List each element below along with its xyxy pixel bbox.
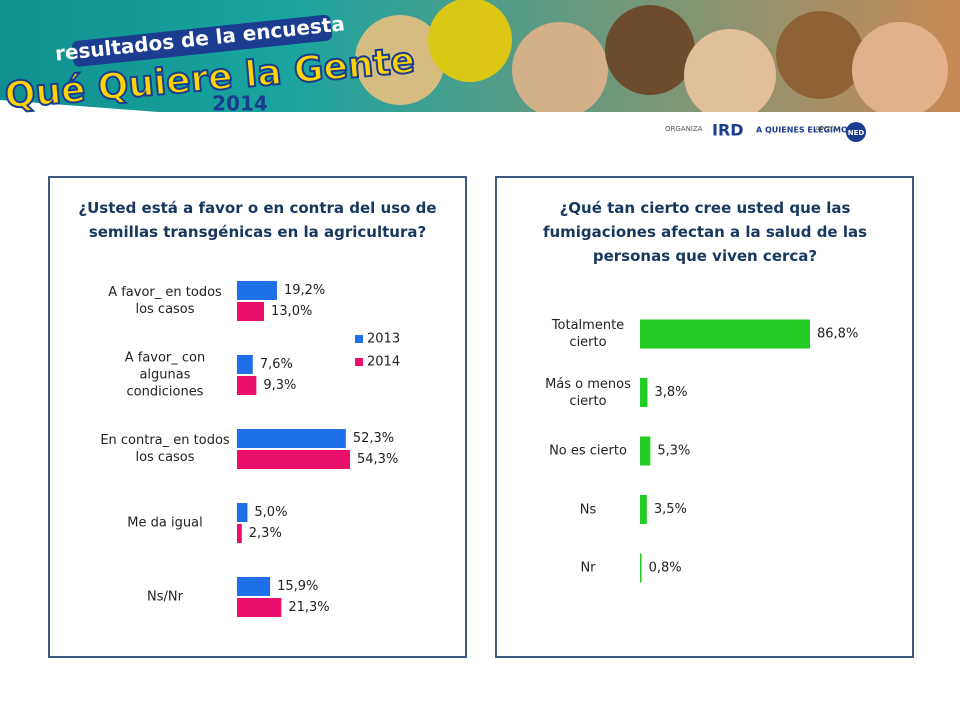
value-label: 52,3% — [353, 431, 394, 446]
apoya-label: APOYA — [815, 125, 838, 133]
bar — [237, 577, 271, 596]
organiza-label: ORGANIZA — [665, 125, 703, 133]
value-label: 13,0% — [271, 304, 312, 319]
category-label: Ns/Nr — [147, 589, 183, 605]
value-label: 54,3% — [357, 452, 398, 467]
legend-swatch — [355, 335, 363, 343]
org-logo-2: A QUIENES ELEGIMOS — [756, 126, 854, 135]
bar — [640, 495, 647, 524]
category-label: No es cierto — [549, 443, 627, 459]
value-label: 0,8% — [649, 561, 682, 576]
value-label: 7,6% — [260, 357, 293, 372]
panel — [48, 176, 467, 658]
legend-label: 2013 — [367, 332, 400, 347]
category-label: A favor_ en todos los casos — [108, 285, 222, 317]
bar — [237, 429, 346, 448]
bar — [237, 524, 242, 543]
bar — [640, 319, 810, 349]
crowd — [355, 0, 948, 121]
value-label: 3,5% — [654, 502, 687, 517]
bar — [237, 376, 257, 395]
value-label: 21,3% — [288, 600, 329, 615]
panel — [495, 176, 914, 658]
legend-label: 2014 — [367, 355, 400, 370]
category-label: A favor_ con algunas condiciones — [124, 350, 206, 400]
bar — [237, 503, 248, 522]
bar — [237, 450, 350, 469]
category-label: Me da igual — [127, 515, 203, 531]
value-label: 3,8% — [654, 385, 687, 400]
bar — [640, 378, 648, 407]
value-label: 5,0% — [254, 505, 287, 520]
value-label: 19,2% — [284, 283, 325, 298]
value-label: 15,9% — [277, 579, 318, 594]
bar — [237, 598, 282, 617]
bar — [640, 553, 642, 583]
brand-year: 2014 — [212, 92, 268, 116]
value-label: 86,8% — [817, 327, 858, 342]
bar — [237, 281, 277, 300]
header-curve — [0, 100, 960, 125]
category-label: Más o menos cierto — [545, 376, 631, 409]
chart-title: ¿Qué tan cierto cree usted que las fumig… — [542, 199, 868, 265]
category-label: Ns — [579, 502, 597, 517]
bar — [237, 355, 253, 374]
value-label: 9,3% — [263, 378, 296, 393]
sponsor-name: NED — [848, 129, 865, 137]
category-label: En contra_ en todos los casos — [100, 433, 230, 465]
bar — [640, 436, 651, 466]
value-label: 2,3% — [249, 526, 282, 541]
tagline-box — [72, 14, 333, 67]
bar — [237, 302, 265, 321]
value-label: 5,3% — [657, 444, 690, 459]
org-logo: IRD — [712, 121, 744, 140]
sponsor-logo — [846, 122, 866, 142]
category-label: Nr — [580, 560, 596, 576]
chart-title: ¿Usted está a favor o en contra del uso … — [78, 199, 437, 241]
category-label: Totalmente cierto — [551, 318, 625, 350]
legend-swatch — [355, 358, 363, 366]
